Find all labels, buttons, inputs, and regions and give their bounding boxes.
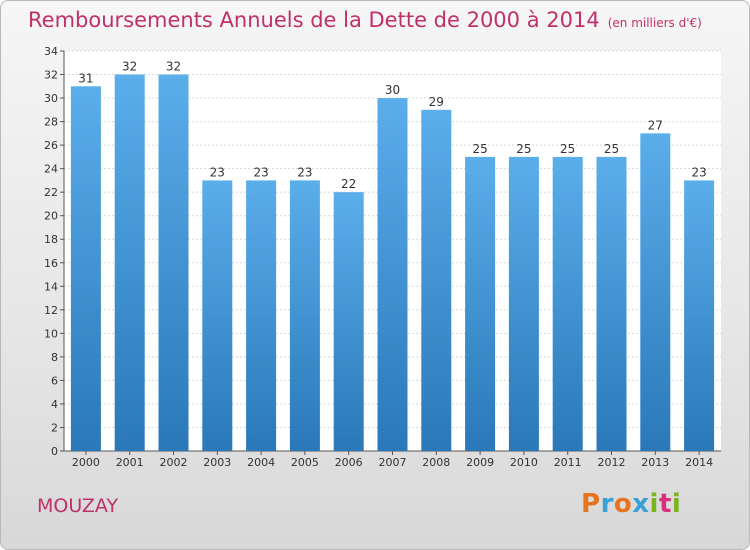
x-tick-label: 2002 bbox=[160, 456, 188, 469]
y-tick-label: 10 bbox=[44, 327, 58, 340]
x-tick-label: 2013 bbox=[641, 456, 669, 469]
bar-value-label: 31 bbox=[78, 71, 93, 85]
bar-value-label: 25 bbox=[472, 142, 487, 156]
bar bbox=[114, 74, 145, 451]
chart-title-main: Remboursements Annuels de la Dette de 20… bbox=[28, 8, 600, 32]
bar-value-label: 25 bbox=[516, 142, 531, 156]
bar-value-label: 32 bbox=[122, 60, 137, 74]
logo-letter: i bbox=[671, 489, 682, 519]
bar-value-label: 23 bbox=[297, 165, 312, 179]
bar bbox=[70, 86, 101, 451]
x-tick-label: 2000 bbox=[72, 456, 100, 469]
chart-title-unit: (en milliers d'€) bbox=[607, 16, 702, 30]
y-tick-label: 0 bbox=[51, 445, 58, 458]
y-tick-label: 12 bbox=[44, 304, 58, 317]
bar bbox=[377, 98, 408, 451]
bar bbox=[202, 180, 233, 452]
logo-letter: t bbox=[658, 489, 672, 519]
logo-letter: x bbox=[632, 489, 650, 519]
y-tick-label: 28 bbox=[44, 116, 58, 129]
proxiti-logo: Proxiti bbox=[581, 489, 681, 519]
y-tick-label: 34 bbox=[44, 45, 58, 58]
x-tick-label: 2006 bbox=[335, 456, 363, 469]
x-tick-label: 2009 bbox=[466, 456, 494, 469]
y-tick-label: 26 bbox=[44, 139, 58, 152]
y-tick-label: 22 bbox=[44, 186, 58, 199]
y-tick-label: 20 bbox=[44, 210, 58, 223]
logo-letter: r bbox=[600, 489, 614, 519]
x-tick-label: 2003 bbox=[203, 456, 231, 469]
x-tick-label: 2012 bbox=[598, 456, 626, 469]
bar bbox=[333, 192, 364, 452]
bar bbox=[640, 133, 671, 451]
y-tick-label: 4 bbox=[51, 398, 58, 411]
y-tick-label: 16 bbox=[44, 257, 58, 270]
logo-letter: o bbox=[613, 489, 633, 519]
x-tick-label: 2014 bbox=[685, 456, 713, 469]
logo-letter: P bbox=[581, 489, 601, 519]
x-tick-label: 2005 bbox=[291, 456, 319, 469]
bar-value-label: 23 bbox=[691, 165, 706, 179]
bar-value-label: 29 bbox=[429, 95, 444, 109]
chart-title: Remboursements Annuels de la Dette de 20… bbox=[28, 8, 702, 32]
bar bbox=[684, 180, 715, 452]
bar-value-label: 22 bbox=[341, 177, 356, 191]
bar bbox=[246, 180, 277, 452]
bar-value-label: 25 bbox=[560, 142, 575, 156]
y-tick-label: 32 bbox=[44, 69, 58, 82]
y-tick-label: 24 bbox=[44, 163, 58, 176]
bar-value-label: 25 bbox=[604, 142, 619, 156]
x-tick-label: 2011 bbox=[554, 456, 582, 469]
bar bbox=[552, 156, 583, 451]
bar bbox=[508, 156, 539, 451]
bar-value-label: 23 bbox=[253, 165, 268, 179]
y-tick-label: 30 bbox=[44, 92, 58, 105]
bar-value-label: 23 bbox=[210, 165, 225, 179]
bar bbox=[596, 156, 627, 451]
bar bbox=[289, 180, 320, 452]
commune-name: MOUZAY bbox=[37, 495, 119, 517]
bar-value-label: 30 bbox=[385, 83, 400, 97]
bar bbox=[465, 156, 496, 451]
y-tick-label: 8 bbox=[51, 351, 58, 364]
x-tick-label: 2007 bbox=[379, 456, 407, 469]
x-tick-label: 2008 bbox=[422, 456, 450, 469]
x-tick-label: 2001 bbox=[116, 456, 144, 469]
bar bbox=[158, 74, 189, 451]
x-tick-label: 2010 bbox=[510, 456, 538, 469]
y-tick-label: 6 bbox=[51, 374, 58, 387]
bar bbox=[421, 109, 452, 451]
y-tick-label: 14 bbox=[44, 280, 58, 293]
y-tick-label: 18 bbox=[44, 233, 58, 246]
logo-letter: i bbox=[649, 489, 659, 519]
bar-value-label: 32 bbox=[166, 60, 181, 74]
x-tick-label: 2004 bbox=[247, 456, 275, 469]
bar-value-label: 27 bbox=[648, 118, 663, 132]
y-tick-label: 2 bbox=[51, 421, 58, 434]
